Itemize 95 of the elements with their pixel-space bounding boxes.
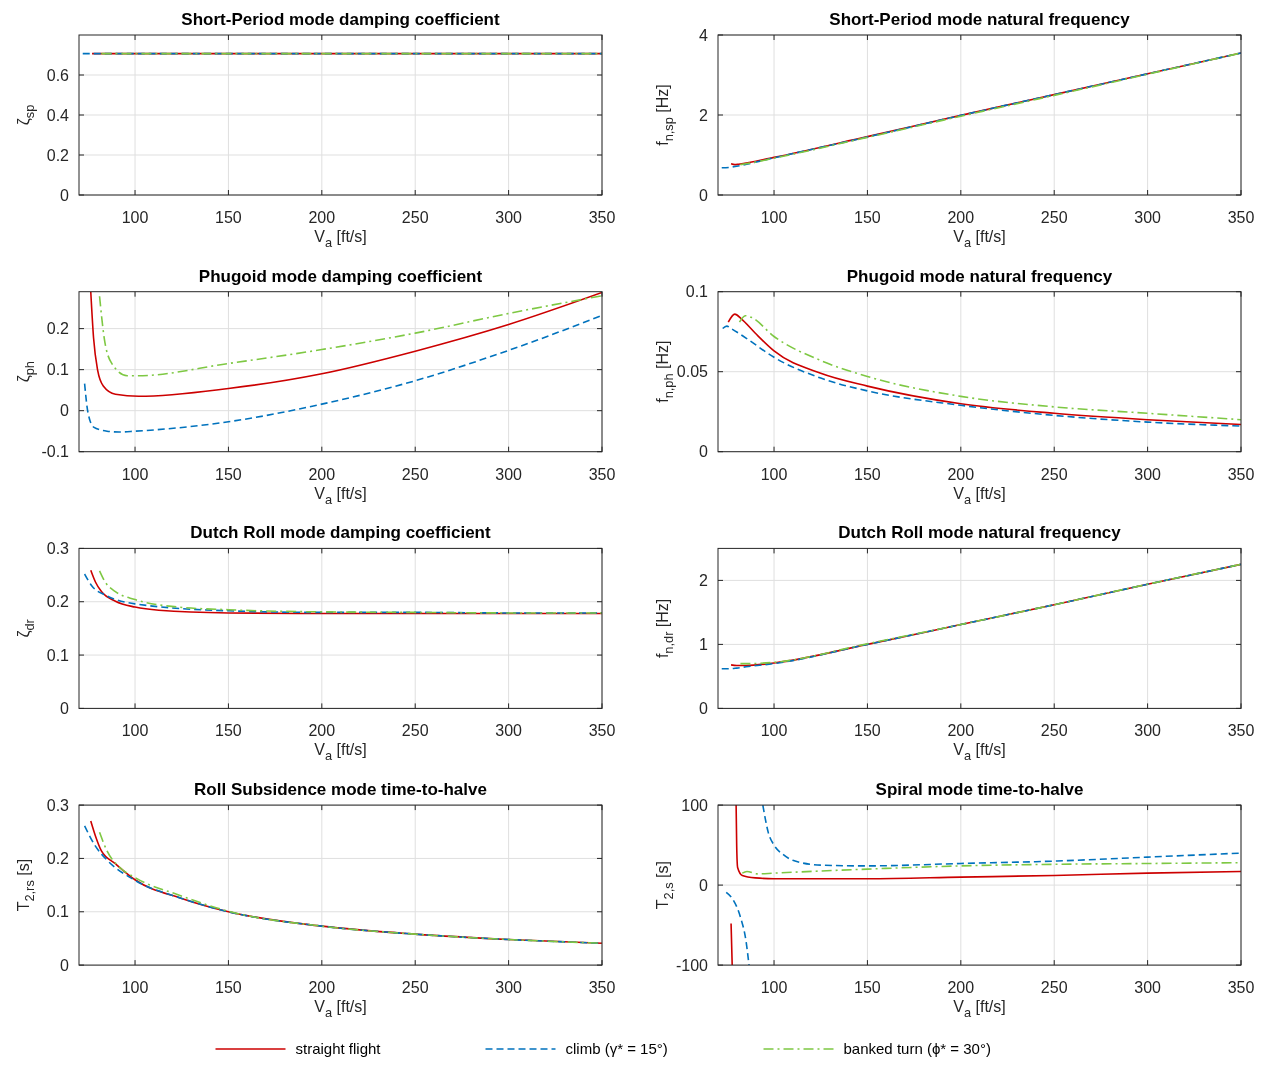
x-tick-label: 250: [1040, 465, 1068, 483]
y-tick-label: 0.2: [46, 593, 70, 611]
x-tick-label: 100: [760, 979, 788, 997]
x-tick-label: 150: [854, 209, 881, 226]
x-tick-label: 300: [495, 209, 523, 226]
chart-title: Spiral mode time-to-halve: [875, 780, 1084, 800]
y-tick-label: 0: [60, 186, 70, 204]
chart-title: Phugoid mode damping coefficient: [198, 266, 483, 286]
x-tick-label: 100: [760, 465, 788, 483]
chart-title: Short-Period mode natural frequency: [829, 10, 1131, 29]
y-tick-label: -100: [675, 956, 709, 974]
y-tick-label: 0: [699, 700, 709, 717]
y-tick-label: 1: [699, 636, 709, 653]
x-axis-title: V$_{a}$ [ft/s]: [953, 484, 1006, 507]
y-tick-label: 0.4: [46, 106, 70, 124]
x-tick-label: 150: [854, 465, 881, 483]
y-tick-label: 0.1: [46, 903, 70, 921]
y-tick-label: 0.6: [46, 66, 70, 84]
x-tick-label: 150: [215, 722, 242, 740]
y-tick-label: 0.05: [676, 363, 709, 381]
legend-label: banked turn (ϕ* = 30°): [843, 1040, 991, 1057]
y-tick-label: 0: [699, 186, 709, 204]
x-tick-label: 250: [1040, 722, 1068, 740]
x-tick-label: 150: [854, 722, 881, 740]
y-tick-label: 0: [60, 402, 70, 420]
y-tick-label: 0.3: [46, 540, 70, 557]
y-tick-label: 0.2: [46, 850, 70, 868]
x-tick-label: 250: [401, 979, 429, 997]
chart-title: Dutch Roll mode natural frequency: [838, 523, 1122, 543]
x-axis-title: V$_{a}$ [ft/s]: [314, 228, 367, 250]
y-tick-label: 0.3: [46, 796, 70, 814]
y-tick-label: 0: [699, 876, 709, 894]
x-tick-label: 150: [215, 465, 242, 483]
x-tick-label: 300: [1134, 722, 1162, 740]
x-tick-label: 100: [121, 722, 149, 740]
x-tick-label: 200: [947, 465, 975, 483]
x-tick-label: 150: [854, 979, 881, 997]
x-axis-title: V$_{a}$ [ft/s]: [953, 741, 1006, 763]
x-axis-title: V$_{a}$ [ft/s]: [314, 741, 367, 763]
x-tick-label: 300: [1134, 979, 1162, 997]
x-tick-label: 350: [588, 209, 616, 226]
x-tick-label: 100: [121, 979, 149, 997]
x-tick-label: 100: [760, 209, 788, 226]
x-tick-label: 250: [1040, 979, 1068, 997]
x-tick-label: 350: [1227, 722, 1255, 740]
x-tick-label: 150: [215, 979, 242, 997]
x-tick-label: 350: [1227, 979, 1255, 997]
x-tick-label: 300: [1134, 465, 1162, 483]
x-tick-label: 250: [401, 209, 429, 226]
x-tick-label: 200: [308, 465, 336, 483]
x-tick-label: 300: [495, 465, 523, 483]
chart-title: Phugoid mode natural frequency: [846, 266, 1113, 286]
y-tick-label: 0.1: [46, 361, 70, 379]
x-tick-label: 350: [1227, 465, 1255, 483]
x-tick-label: 200: [308, 979, 336, 997]
y-tick-label: 0: [60, 956, 70, 974]
chart-title: Roll Subsidence mode time-to-halve: [194, 780, 487, 800]
x-tick-label: 350: [1227, 209, 1255, 226]
x-tick-label: 200: [947, 722, 975, 740]
y-tick-label: -0.1: [41, 443, 70, 461]
y-tick-label: 4: [699, 26, 709, 44]
x-axis-title: V$_{a}$ [ft/s]: [314, 484, 367, 507]
x-tick-label: 300: [495, 979, 523, 997]
chart-title: Dutch Roll mode damping coefficient: [190, 523, 492, 543]
y-tick-label: 0.1: [685, 283, 709, 301]
x-tick-label: 250: [401, 722, 429, 740]
x-tick-label: 350: [588, 465, 616, 483]
y-tick-label: 0.2: [46, 146, 70, 164]
x-axis-title: V$_{a}$ [ft/s]: [314, 998, 367, 1020]
y-tick-label: 2: [699, 572, 709, 589]
x-tick-label: 300: [1134, 209, 1162, 226]
x-tick-label: 200: [947, 209, 975, 226]
y-tick-label: 0.1: [46, 646, 70, 664]
x-tick-label: 150: [215, 209, 242, 226]
x-tick-label: 350: [588, 722, 616, 740]
x-axis-title: V$_{a}$ [ft/s]: [953, 228, 1006, 250]
x-tick-label: 200: [308, 209, 336, 226]
x-tick-label: 200: [947, 979, 975, 997]
x-tick-label: 250: [401, 465, 429, 483]
x-tick-label: 100: [121, 209, 149, 226]
x-axis-title: V$_{a}$ [ft/s]: [953, 998, 1006, 1020]
x-tick-label: 100: [760, 722, 788, 740]
y-tick-label: 0.2: [46, 320, 70, 338]
y-tick-label: 0: [60, 700, 70, 717]
x-tick-label: 100: [121, 465, 149, 483]
legend-label: climb (γ* = 15°): [565, 1040, 668, 1057]
y-tick-label: 0: [699, 443, 709, 461]
x-tick-label: 350: [588, 979, 616, 997]
chart-title: Short-Period mode damping coefficient: [181, 10, 500, 29]
x-tick-label: 200: [308, 722, 336, 740]
y-tick-label: 100: [681, 796, 709, 814]
y-tick-label: 2: [699, 106, 709, 124]
x-tick-label: 300: [495, 722, 523, 740]
x-tick-label: 250: [1040, 209, 1068, 226]
legend-label: straight flight: [295, 1040, 382, 1057]
